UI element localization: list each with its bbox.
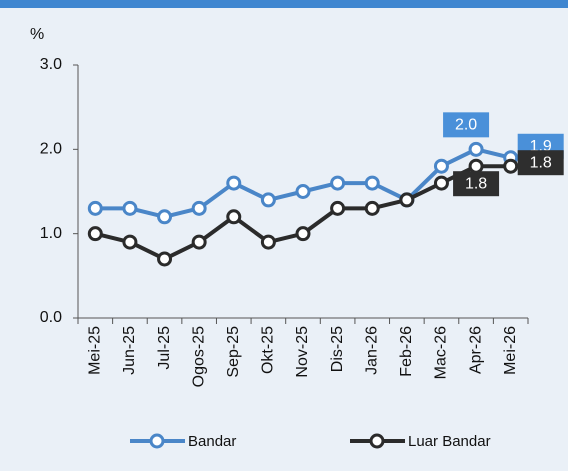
point	[330, 175, 346, 191]
top-bar	[0, 0, 568, 8]
value-label: 1.8	[530, 154, 552, 171]
legend-marker	[149, 433, 165, 449]
x-tick-label: Apr-26	[467, 326, 484, 374]
point	[191, 200, 207, 216]
point	[122, 234, 138, 250]
point	[503, 158, 519, 174]
point	[87, 226, 103, 242]
point	[433, 158, 449, 174]
y-axis-label: %	[30, 26, 44, 43]
x-tick-label: Sep-25	[225, 326, 242, 378]
point	[433, 175, 449, 191]
y-tick-label: 1.0	[40, 225, 62, 242]
y-tick-label: 3.0	[40, 56, 62, 73]
x-tick-label: Jan-26	[363, 326, 380, 375]
legend-marker	[369, 433, 385, 449]
point	[122, 200, 138, 216]
point	[295, 184, 311, 199]
point	[364, 175, 380, 191]
legend-label: Luar Bandar	[408, 433, 491, 450]
x-tick-label: Nov-25	[294, 326, 311, 378]
x-tick-label: Mei-25	[87, 326, 104, 375]
y-tick-label: 0.0	[40, 309, 62, 326]
point	[191, 234, 207, 250]
point	[468, 158, 484, 174]
x-tick-label: Dis-25	[329, 326, 346, 372]
point	[260, 234, 276, 250]
x-tick-label: Okt-25	[260, 326, 277, 374]
x-tick-label: Jun-25	[121, 326, 138, 375]
x-tick-label: Jul-25	[156, 326, 173, 370]
x-tick-label: Mei-26	[502, 326, 519, 375]
point	[260, 192, 276, 208]
point	[330, 200, 346, 216]
value-label-box	[453, 171, 500, 197]
x-tick-label: Feb-26	[398, 326, 415, 377]
point	[399, 192, 415, 208]
value-label: 1.8	[465, 175, 487, 192]
point	[295, 226, 311, 242]
point	[226, 175, 242, 191]
value-label-box	[443, 112, 490, 138]
x-tick-label: Mac-26	[433, 326, 450, 379]
value-label-box	[517, 150, 564, 176]
point	[364, 200, 380, 216]
point	[157, 251, 173, 267]
legend-label: Bandar	[188, 433, 236, 450]
point	[87, 200, 103, 216]
point	[157, 209, 173, 225]
value-label: 2.0	[455, 117, 477, 134]
point	[226, 209, 242, 225]
point	[468, 141, 484, 157]
x-tick-label: Ogos-25	[190, 326, 207, 387]
y-tick-label: 2.0	[40, 141, 62, 158]
